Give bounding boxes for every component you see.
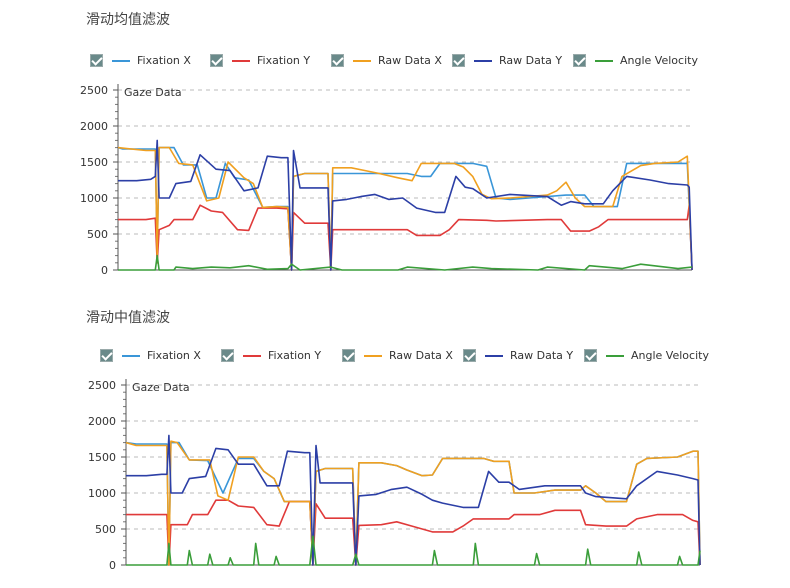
series-line-angle-velocity: [126, 535, 701, 566]
series-line-raw-data-y: [118, 139, 693, 271]
legend-label: Fixation Y: [268, 349, 322, 362]
legend-item-angle-velocity[interactable]: Angle Velocity: [584, 349, 709, 362]
legend-item-fixation-x[interactable]: Fixation X: [90, 54, 210, 67]
legend-label: Angle Velocity: [631, 349, 709, 362]
legend-item-raw-data-x[interactable]: Raw Data X: [342, 349, 463, 362]
legend-item-fixation-y[interactable]: Fixation Y: [210, 54, 331, 67]
y-axis-label: Gaze Data: [124, 86, 182, 99]
series-swatch: [232, 59, 250, 62]
series-swatch: [595, 59, 613, 62]
y-tick-label: 0: [109, 559, 116, 572]
y-tick-label: 1000: [80, 192, 108, 205]
series-line-raw-data-y: [126, 434, 701, 566]
legend-label: Fixation X: [147, 349, 201, 362]
legend-item-fixation-y[interactable]: Fixation Y: [221, 349, 342, 362]
checkbox-icon[interactable]: [342, 349, 355, 362]
legend-label: Fixation Y: [257, 54, 311, 67]
legend-item-angle-velocity[interactable]: Angle Velocity: [573, 54, 698, 67]
checkbox-icon[interactable]: [331, 54, 344, 67]
legend-label: Angle Velocity: [620, 54, 698, 67]
series-swatch: [474, 59, 492, 62]
series-line-fixation-y: [126, 499, 701, 566]
series-swatch: [606, 354, 624, 357]
series-swatch: [122, 354, 140, 357]
legend-label: Raw Data Y: [510, 349, 574, 362]
checkbox-icon[interactable]: [573, 54, 586, 67]
series-line-raw-data-x: [125, 440, 701, 566]
checkbox-icon[interactable]: [452, 54, 465, 67]
y-tick-label: 500: [95, 523, 116, 536]
series-swatch: [485, 354, 503, 357]
legend-item-raw-data-y[interactable]: Raw Data Y: [452, 54, 573, 67]
y-axis-label: Gaze Data: [132, 381, 190, 394]
series-swatch: [112, 59, 130, 62]
chart-legend: Fixation X Fixation Y Raw Data X Raw Dat…: [90, 54, 698, 67]
checkbox-icon[interactable]: [100, 349, 113, 362]
checkbox-icon[interactable]: [463, 349, 476, 362]
y-tick-label: 2000: [88, 415, 116, 428]
checkbox-icon[interactable]: [584, 349, 597, 362]
checkbox-icon[interactable]: [221, 349, 234, 362]
y-tick-label: 1500: [80, 156, 108, 169]
y-tick-label: 1500: [88, 451, 116, 464]
series-swatch: [353, 59, 371, 62]
y-tick-label: 2500: [80, 84, 108, 97]
y-tick-label: 2500: [88, 379, 116, 392]
series-swatch: [364, 354, 382, 357]
chart-legend: Fixation X Fixation Y Raw Data X Raw Dat…: [100, 349, 709, 362]
y-tick-label: 2000: [80, 120, 108, 133]
legend-item-raw-data-y[interactable]: Raw Data Y: [463, 349, 584, 362]
y-tick-label: 0: [101, 264, 108, 277]
checkbox-icon[interactable]: [90, 54, 103, 67]
series-line-angle-velocity: [118, 254, 693, 271]
chart-plot-1: 0 500 1000 1500 2000 2500 Gaze Data: [80, 84, 693, 277]
y-tick-label: 500: [87, 228, 108, 241]
legend-item-fixation-x[interactable]: Fixation X: [100, 349, 221, 362]
chart-title: 滑动均值滤波: [86, 12, 170, 28]
chart-title: 滑动中值滤波: [86, 310, 170, 326]
legend-item-raw-data-x[interactable]: Raw Data X: [331, 54, 452, 67]
legend-label: Raw Data X: [389, 349, 453, 362]
y-tick-label: 1000: [88, 487, 116, 500]
checkbox-icon[interactable]: [210, 54, 223, 67]
legend-label: Raw Data X: [378, 54, 442, 67]
series-swatch: [243, 354, 261, 357]
legend-label: Fixation X: [137, 54, 191, 67]
legend-label: Raw Data Y: [499, 54, 563, 67]
